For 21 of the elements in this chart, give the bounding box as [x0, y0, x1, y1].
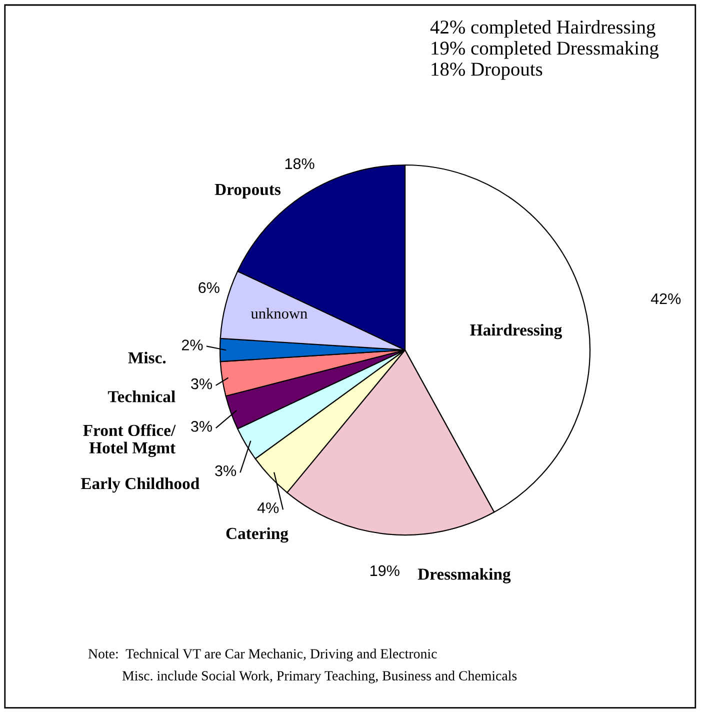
- slice-label: Front Office/ Hotel Mgmt: [83, 424, 176, 457]
- slice-label: Hairdressing: [470, 324, 562, 340]
- slice-label: Misc.: [128, 352, 166, 364]
- slice-label: unknown: [250, 308, 308, 319]
- data-label: 19%: [370, 565, 400, 576]
- text: 42% completed Hairdressing 19% completed Dressmaking 18% Dropouts: [430, 20, 659, 80]
- data-label: 3%: [191, 378, 212, 390]
- data-label: 3%: [215, 465, 236, 476]
- data-label: 6%: [198, 282, 220, 294]
- data-label: 2%: [182, 340, 203, 350]
- slice-label: Dropouts: [214, 184, 281, 198]
- slice-label: Technical: [108, 390, 176, 402]
- slice-label: Catering: [226, 527, 288, 543]
- text: Misc. include Social Work, Primary Teaching, Business and Chemicals: [122, 670, 517, 684]
- data-label: 42%: [650, 293, 681, 304]
- data-label: 3%: [191, 420, 212, 432]
- slice-label: Early Childhood: [80, 477, 200, 493]
- data-label: 18%: [285, 158, 314, 170]
- text: Note: Technical VT are Car Mechanic, Driving and Electronic: [88, 648, 437, 662]
- slice-label: Dressmaking: [418, 568, 511, 584]
- data-label: 4%: [257, 502, 279, 514]
